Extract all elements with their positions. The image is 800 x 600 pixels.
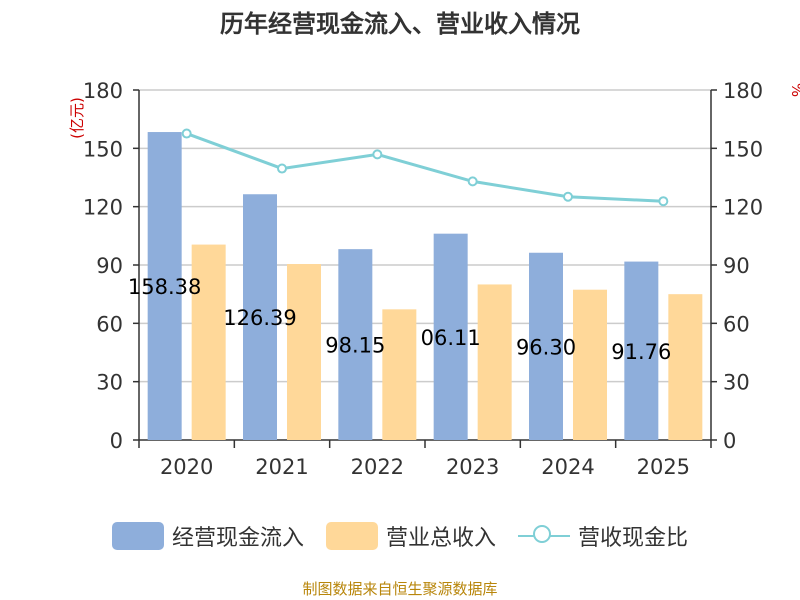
ratio-point bbox=[181, 128, 192, 139]
y-right-tick-label: 30 bbox=[723, 371, 750, 395]
y-left-tick-label: 30 bbox=[96, 371, 123, 395]
ratio-line bbox=[186, 132, 664, 203]
legend-item-revenue[interactable]: 营业总收入 bbox=[325, 520, 496, 552]
bar-cash bbox=[338, 249, 373, 440]
ratio-point bbox=[467, 176, 478, 187]
bar-revenue bbox=[573, 289, 607, 440]
legend-swatch-ratio bbox=[518, 522, 570, 550]
y-right-tick-label: 120 bbox=[723, 196, 763, 220]
y-right-tick-label: 90 bbox=[723, 254, 750, 278]
data-label-cash: 96.30 bbox=[516, 335, 576, 359]
source-note: 制图数据来自恒生聚源数据库 bbox=[302, 580, 498, 598]
legend-swatch-revenue bbox=[325, 522, 378, 550]
legend-item-cash[interactable]: 经营现金流入 bbox=[111, 520, 304, 552]
line-series bbox=[181, 128, 669, 207]
legend: 经营现金流入 营业总收入 营收现金比 bbox=[0, 516, 800, 556]
y-right-axis-label: % bbox=[788, 83, 800, 97]
bar-revenue bbox=[191, 244, 226, 440]
ratio-point bbox=[372, 149, 383, 160]
bar-cash bbox=[624, 261, 659, 440]
bar-revenue bbox=[287, 264, 321, 440]
legend-label-ratio: 营收现金比 bbox=[578, 526, 689, 551]
legend-label-cash: 经营现金流入 bbox=[171, 526, 304, 551]
bar-revenue bbox=[382, 309, 417, 440]
y-left-tick-label: 90 bbox=[96, 254, 123, 278]
chart-title: 历年经营现金流入、营业收入情况 bbox=[220, 10, 580, 38]
y-left-tick-label: 150 bbox=[83, 137, 123, 161]
data-label-cash: 126.39 bbox=[223, 306, 296, 330]
y-left-tick-label: 60 bbox=[96, 312, 123, 336]
x-tick-label: 2023 bbox=[446, 455, 499, 479]
legend-label-revenue: 营业总收入 bbox=[385, 526, 496, 551]
x-tick-label: 2025 bbox=[637, 455, 690, 479]
y-right-tick-label: 180 bbox=[723, 79, 763, 103]
y-left-tick-label: 120 bbox=[83, 196, 123, 220]
y-left-tick-label: 180 bbox=[83, 79, 123, 103]
x-tick-label: 2020 bbox=[160, 455, 213, 479]
bar-revenue bbox=[477, 284, 512, 440]
bar-cash bbox=[433, 233, 468, 440]
ratio-point bbox=[277, 163, 287, 174]
x-tick-label: 2022 bbox=[351, 455, 404, 479]
data-label-cash: 98.15 bbox=[325, 334, 385, 358]
y-right-tick-label: 0 bbox=[723, 429, 736, 453]
y-right-tick-label: 60 bbox=[723, 312, 750, 336]
y-left-tick-label: 0 bbox=[110, 429, 123, 453]
bar-series bbox=[147, 132, 703, 441]
x-tick-label: 2024 bbox=[541, 455, 594, 479]
ratio-point bbox=[658, 196, 669, 207]
bar-cash bbox=[147, 132, 182, 441]
bar-revenue bbox=[668, 294, 703, 440]
legend-swatch-cash bbox=[111, 522, 164, 550]
axes: 03060901201501800306090120150180(亿元)%202… bbox=[68, 79, 800, 479]
x-tick-label: 2021 bbox=[255, 455, 308, 479]
data-label-cash: 91.76 bbox=[611, 340, 671, 364]
data-label-cash: 158.38 bbox=[128, 275, 201, 299]
y-right-tick-label: 150 bbox=[723, 137, 763, 161]
bar-cash bbox=[529, 252, 563, 440]
bar-cash bbox=[243, 194, 277, 440]
data-label-cash: 06.11 bbox=[421, 326, 481, 350]
y-left-axis-label: (亿元) bbox=[68, 97, 86, 139]
ratio-point bbox=[563, 191, 573, 202]
legend-item-ratio[interactable]: 营收现金比 bbox=[518, 520, 688, 552]
data-labels: 158.38 126.39 98.15 06.11 96.30 91.76 bbox=[128, 275, 671, 364]
